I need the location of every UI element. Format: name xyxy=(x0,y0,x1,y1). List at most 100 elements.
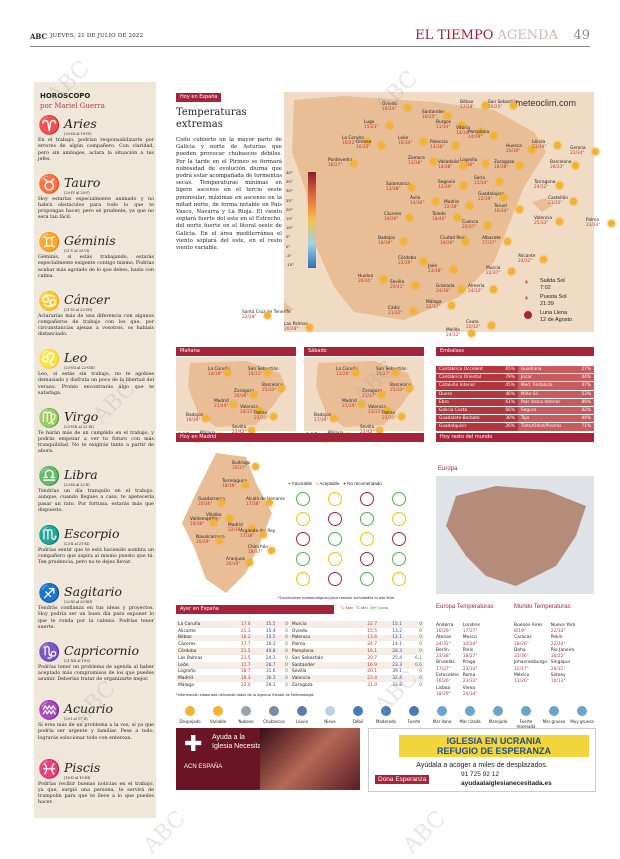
sunny-icon xyxy=(378,391,385,398)
table-row: 12/17° 26/31° xyxy=(514,666,566,672)
acn-ad-line2: Iglesia Necesitada xyxy=(212,743,270,750)
sign-name: Géminis xyxy=(64,233,116,248)
acn-ad[interactable]: ✚ Ayuda a la Iglesia Necesitada ACN ESPA… xyxy=(176,728,360,790)
table-row: Caracas Pekín xyxy=(514,635,563,641)
table-row: Lisboa Viena xyxy=(436,685,476,691)
sunny-icon xyxy=(410,308,417,315)
map-city: Ciudad Real 19/39° xyxy=(440,236,466,246)
sunny-icon xyxy=(248,525,255,532)
table-row: Cantábrico Occident. 65% Guadiana 27% xyxy=(436,366,594,375)
sign-name: Cáncer xyxy=(64,291,110,307)
sign-name: Acuario xyxy=(64,701,114,716)
sunny-icon xyxy=(516,162,523,169)
sign-dates: (21-VI al 22-VII) xyxy=(64,307,93,312)
sunny-icon xyxy=(398,413,405,420)
table-row: 23/38° 18/27° xyxy=(436,654,478,660)
map-city: Huelva 20/35° xyxy=(358,274,373,284)
map-city: Barcelona 25/33° xyxy=(390,383,412,393)
activity-icon xyxy=(360,572,374,586)
legend-item: Mar llana xyxy=(428,706,456,724)
legend-item: Nuboso xyxy=(232,706,260,724)
weather-symbol-icon xyxy=(381,706,391,716)
sunny-icon xyxy=(260,531,267,538)
sunny-icon xyxy=(516,206,523,213)
map-city: León 16/34° xyxy=(398,136,413,146)
page-number: 49 xyxy=(573,28,590,43)
map-city: Cuenca 20/37° xyxy=(462,220,479,230)
map-city: Aranjuez 20/39° xyxy=(226,557,245,567)
horoscope-sign: ♒ Acuario (20-I al 17-II) Si eres más de un… xyxy=(38,701,154,759)
sunny-icon xyxy=(378,142,385,149)
table-row: Bruselas Praga xyxy=(436,660,476,666)
legend-item: Débil xyxy=(344,706,372,724)
activity-icon xyxy=(328,492,342,506)
table-row: Cantábrico Oriental 79% Júcar 44% xyxy=(436,373,594,383)
saturday-tag: Sábado xyxy=(304,347,424,356)
legend-item: Muy gruesa xyxy=(568,706,596,724)
sunny-icon xyxy=(202,415,209,422)
activity-icon xyxy=(360,552,374,566)
activity-icon xyxy=(296,492,310,506)
zodiac-icon: ♐ xyxy=(38,583,61,604)
table-row: México Sidney xyxy=(514,673,566,679)
sunny-icon xyxy=(216,537,223,544)
map-credit: meteoclim.com xyxy=(515,98,576,108)
legend-item: Chubascos xyxy=(260,706,288,724)
sunny-icon xyxy=(496,178,503,185)
sign-dates: (21-V al 20-VI) xyxy=(64,249,90,253)
brand-logo: ABC xyxy=(30,32,48,41)
sign-name: Capricornio xyxy=(64,642,140,658)
map-city: Zaragoza 20/36° xyxy=(234,389,255,399)
sign-name: Tauro xyxy=(64,174,101,190)
sun-times: ☀ Salida Sol 7:02 ☀ Puesta Sol 21:39 Luna Ll… xyxy=(524,278,573,323)
today-headline: Temperaturas extremas xyxy=(176,107,247,130)
legend-item: Fuerte marejada xyxy=(512,706,540,729)
sign-name: Libra xyxy=(64,467,98,482)
activity-icon xyxy=(392,492,406,506)
tomorrow-tag: Mañana xyxy=(176,347,296,356)
europe-map: Europa xyxy=(436,466,594,594)
ucrania-ad[interactable]: IGLESIA EN UCRANIA REFUGIO DE ESPERANZA … xyxy=(368,728,596,792)
sign-name: Escorpio xyxy=(64,525,120,541)
sunny-icon xyxy=(406,385,413,392)
sunny-icon xyxy=(452,142,459,149)
zodiac-icon: ♈ xyxy=(38,115,61,136)
table-row: Ebro 61% País Vasco Interior 89% xyxy=(436,398,594,407)
map-city: Tarragona 24/32° xyxy=(534,180,556,190)
scale-label: -5° xyxy=(286,252,292,258)
sunny-icon xyxy=(278,385,285,392)
map-city: Jaén 23/38° xyxy=(428,264,443,274)
table-row: 17/27° 23/33° xyxy=(436,666,478,672)
sunny-icon xyxy=(460,162,467,169)
sunny-icon xyxy=(458,286,465,293)
map-city: Sevilla 20/41° xyxy=(390,280,405,290)
map-city: Cáceres 19/39° xyxy=(384,212,402,222)
sign-text: Podrías sentir que te está haciendo somb… xyxy=(38,547,154,566)
zodiac-icon: ♒ xyxy=(38,700,61,721)
page-header: ABC JUEVES, 21 DE JULIO DE 2022 EL TIEMP… xyxy=(30,28,590,47)
activity-icon xyxy=(392,532,406,546)
map-city: Córdoba 22/39° xyxy=(398,256,417,266)
table-row: 18/26° 22/33° xyxy=(514,641,566,647)
donate-button[interactable]: Dona Esperanza xyxy=(375,775,430,784)
sign-dates: (20-III al 19-IV) xyxy=(64,132,92,136)
sign-name: Sagitario xyxy=(64,584,122,599)
map-city: Melilla 24/32° xyxy=(446,328,461,338)
sunny-icon xyxy=(540,256,547,263)
map-city: Logroño 17/36° xyxy=(460,158,478,168)
sunny-icon xyxy=(266,499,273,506)
sign-dates: (20-I al 17-II) xyxy=(64,717,88,721)
map-city: Lugo 15/23° xyxy=(364,120,379,130)
today-text: Cielo cubierto en la mayor parte de Gali… xyxy=(176,137,282,252)
sign-text: Hoy estarías especialmente animado y no … xyxy=(38,196,154,221)
map-city: Toledo 18/40° xyxy=(432,212,447,222)
sunny-icon xyxy=(404,104,411,111)
map-city: Madrid 22/38° xyxy=(228,523,243,533)
sunny-icon xyxy=(556,182,563,189)
abc-watermark: ABC xyxy=(398,806,451,859)
sign-name: Aries xyxy=(64,116,97,131)
map-city: Teruel 16/34° xyxy=(494,204,509,214)
map-city: Soria 15/34° xyxy=(474,176,489,186)
sunny-icon xyxy=(392,369,399,376)
zodiac-icon: ♌ xyxy=(38,349,61,370)
